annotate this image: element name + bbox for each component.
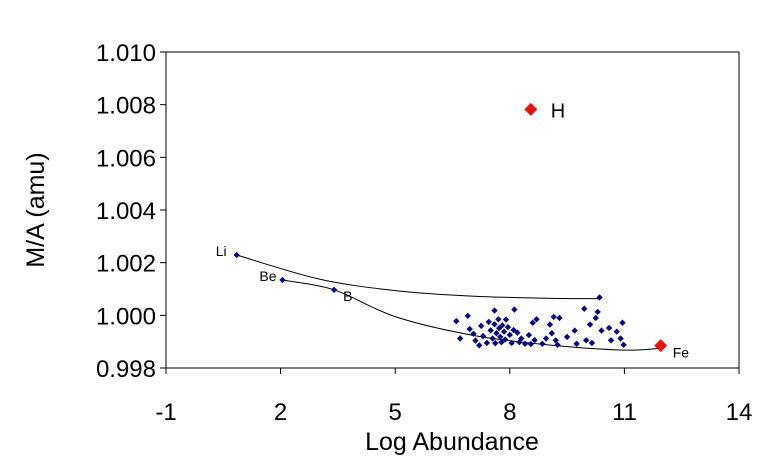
- data-point: [466, 325, 473, 333]
- data-point: [619, 319, 626, 326]
- x-tick-label: -1: [155, 399, 176, 426]
- y-axis-title: M/A (amu): [22, 152, 50, 267]
- data-point: [502, 336, 509, 343]
- data-point: [477, 322, 485, 330]
- y-tick-label: 1.010: [96, 40, 156, 67]
- data-point: [476, 342, 483, 349]
- data-point: [525, 331, 533, 339]
- data-point: [487, 327, 494, 334]
- x-tick-label: 11: [612, 399, 637, 426]
- x-axis-title: Log Abundance: [365, 428, 539, 456]
- data-point-li: [233, 251, 240, 259]
- data-point: [514, 329, 521, 336]
- y-tick-label: 1.004: [96, 198, 156, 225]
- data-point: [548, 330, 556, 337]
- data-point: [529, 319, 536, 326]
- fit-curve-1: [236, 254, 600, 300]
- data-point: [485, 318, 492, 326]
- data-point: [493, 330, 500, 337]
- data-point: [596, 294, 603, 301]
- data-point: [504, 323, 512, 331]
- data-point: [581, 305, 588, 312]
- y-tick-label: 0.998: [96, 356, 156, 383]
- x-tick-label: 8: [503, 399, 516, 426]
- y-tick-label: 1.000: [96, 303, 156, 330]
- x-axis: -1 2 5 8 11 14: [155, 368, 752, 426]
- data-point: [510, 326, 517, 334]
- point-label-h: H: [551, 100, 565, 122]
- data-point: [497, 333, 504, 341]
- data-point: [533, 316, 540, 323]
- data-point: [583, 337, 590, 344]
- y-tick-label: 1.002: [96, 251, 156, 278]
- data-point: [563, 333, 571, 341]
- data-point: [498, 322, 506, 329]
- data-point: [607, 337, 615, 344]
- data-point: [592, 314, 599, 322]
- data-point: [605, 324, 613, 332]
- point-label-li: Li: [216, 243, 227, 259]
- point-label-fe: Fe: [673, 345, 690, 361]
- data-point: [500, 328, 508, 335]
- data-point-fe: [654, 339, 668, 353]
- data-point: [491, 307, 498, 314]
- data-point: [588, 339, 596, 347]
- y-tick-label: 1.006: [96, 145, 156, 172]
- data-point: [550, 313, 557, 321]
- x-tick-label: 14: [726, 399, 753, 426]
- data-point: [483, 339, 491, 347]
- data-point: [498, 338, 505, 346]
- data-point: [492, 340, 499, 347]
- data-point: [489, 335, 496, 342]
- data-point-b: [330, 286, 338, 293]
- plot-area-frame: [165, 51, 740, 369]
- data-point: [472, 337, 479, 344]
- data-point: [506, 331, 513, 339]
- x-tick-label: 2: [274, 399, 287, 426]
- data-point: [620, 341, 627, 349]
- data-point: [502, 316, 510, 323]
- y-axis: 0.998 1.000 1.002 1.004 1.006 1.008 1.010: [96, 40, 166, 383]
- data-point: [453, 317, 460, 325]
- data-point-be: [279, 276, 286, 284]
- data-point: [518, 335, 525, 342]
- x-tick-label: 5: [389, 399, 402, 426]
- data-point: [464, 312, 471, 320]
- data-point-h: [524, 102, 538, 116]
- data-point: [539, 340, 546, 347]
- data-point: [598, 327, 605, 334]
- data-point: [554, 341, 561, 349]
- data-point: [556, 314, 563, 322]
- data-point: [516, 338, 523, 346]
- data-point: [508, 339, 515, 347]
- point-label-be: Be: [259, 268, 276, 284]
- data-point: [571, 327, 578, 334]
- data-points: [453, 294, 627, 349]
- y-tick-label: 1.008: [96, 93, 156, 120]
- data-point: [617, 335, 624, 342]
- data-point: [511, 306, 518, 313]
- data-point: [456, 335, 464, 342]
- data-point: [613, 328, 620, 335]
- data-point: [479, 332, 487, 340]
- labeled-points: Li Be B H Fe: [216, 100, 689, 360]
- point-label-b: B: [343, 288, 352, 304]
- data-point: [573, 340, 580, 347]
- data-point: [546, 321, 554, 328]
- data-point: [594, 308, 601, 316]
- data-point: [470, 330, 477, 337]
- data-point: [527, 340, 535, 348]
- data-point: [491, 321, 498, 328]
- data-point: [542, 335, 550, 342]
- data-point: [586, 321, 594, 328]
- data-point: [521, 340, 529, 347]
- data-point: [531, 336, 538, 344]
- data-point: [495, 316, 502, 323]
